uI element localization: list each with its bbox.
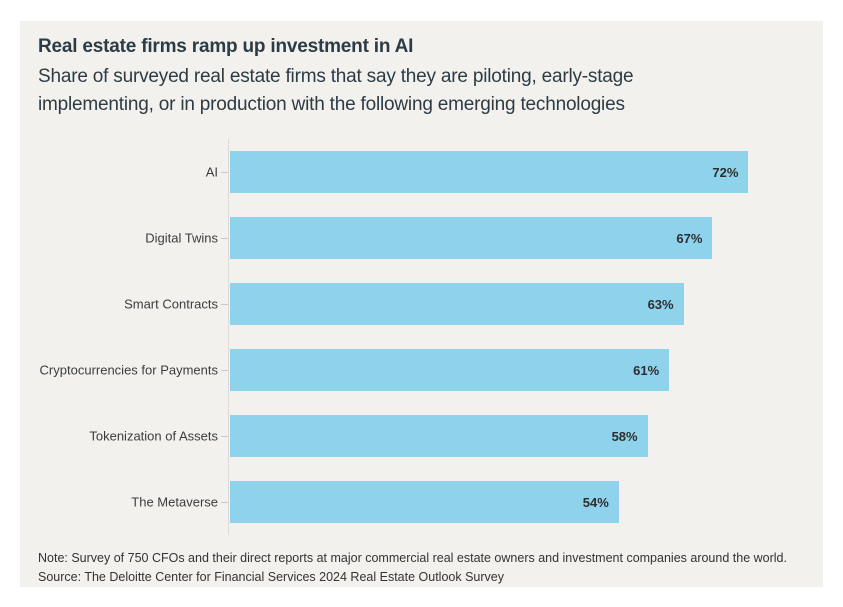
axis-tick: [221, 502, 228, 503]
category-label: Digital Twins: [145, 230, 218, 246]
bar: 61%: [230, 349, 670, 391]
chart-subtitle-line-1: Share of surveyed real estate firms that…: [38, 66, 634, 87]
category-label: The Metaverse: [131, 494, 218, 510]
bar-value-label: 61%: [633, 362, 660, 378]
y-axis-line: [228, 139, 229, 535]
bar-chart: AI 72% Digital Twins 67% Smart Contracts…: [20, 139, 823, 535]
bar: 67%: [230, 217, 713, 259]
category-label: Cryptocurrencies for Payments: [39, 362, 218, 378]
chart-subtitle-line-2: implementing, or in production with the …: [38, 94, 625, 115]
bar-value-label: 54%: [582, 494, 609, 510]
chart-note: Note: Survey of 750 CFOs and their direc…: [38, 551, 787, 565]
chart-title: Real estate firms ramp up investment in …: [38, 36, 414, 57]
bar: 72%: [230, 151, 749, 193]
chart-row: Tokenization of Assets 58%: [20, 403, 823, 469]
axis-tick: [221, 172, 228, 173]
chart-footnotes: Note: Survey of 750 CFOs and their direc…: [20, 535, 823, 587]
chart-row: AI 72%: [20, 139, 823, 205]
bar-value-label: 58%: [611, 428, 638, 444]
chart-header: Real estate firms ramp up investment in …: [20, 21, 823, 119]
bar: 54%: [230, 481, 619, 523]
bar-value-label: 67%: [676, 230, 703, 246]
bar-value-label: 63%: [647, 296, 674, 312]
chart-card: Real estate firms ramp up investment in …: [20, 21, 823, 587]
chart-row: The Metaverse 54%: [20, 469, 823, 535]
chart-row: Cryptocurrencies for Payments 61%: [20, 337, 823, 403]
axis-tick: [221, 436, 228, 437]
chart-source: Source: The Deloitte Center for Financia…: [38, 570, 504, 584]
chart-row: Smart Contracts 63%: [20, 271, 823, 337]
bar: 58%: [230, 415, 648, 457]
axis-tick: [221, 370, 228, 371]
axis-tick: [221, 304, 228, 305]
chart-subtitle: Share of surveyed real estate firms that…: [38, 63, 805, 119]
bar: 63%: [230, 283, 684, 325]
category-label: Smart Contracts: [124, 296, 218, 312]
chart-row: Digital Twins 67%: [20, 205, 823, 271]
bar-value-label: 72%: [712, 164, 739, 180]
category-label: Tokenization of Assets: [89, 428, 218, 444]
axis-tick: [221, 238, 228, 239]
category-label: AI: [205, 164, 218, 180]
